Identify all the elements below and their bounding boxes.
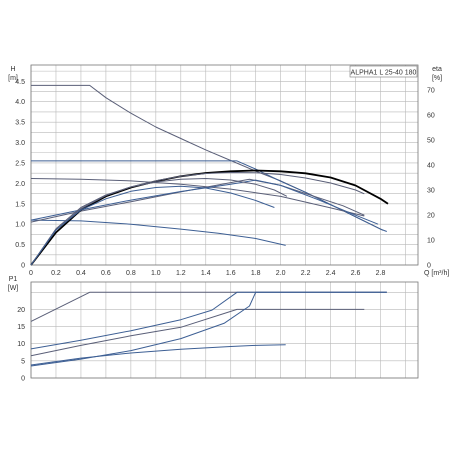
title-text: ALPHA1 L 25-40 180 — [351, 70, 417, 77]
y-tick-label: 1.5 — [15, 201, 25, 208]
curve-4 — [30, 291, 387, 367]
y2-axis-label: eta — [432, 66, 442, 73]
curve-3 — [30, 178, 365, 217]
p1-tick-label: 10 — [17, 341, 25, 348]
chart-title: ALPHA1 L 25-40 180 — [349, 65, 418, 78]
p1-tick-label: 20 — [17, 307, 25, 314]
x-tick-label: 2.0 — [276, 270, 286, 277]
lower-grid — [30, 281, 419, 379]
y-axis-label: H — [10, 66, 15, 73]
y-tick-label: 2.0 — [15, 181, 25, 188]
x-tick-label: 1.6 — [226, 270, 236, 277]
p1-tick-label: 15 — [17, 324, 25, 331]
y2-tick-label: 0 — [427, 263, 431, 270]
y2-tick-label: 50 — [427, 138, 435, 145]
y2-tick-label: 60 — [427, 113, 435, 120]
x-tick-label: 0.6 — [101, 270, 111, 277]
p1-tick-label: 5 — [21, 358, 25, 365]
y-tick-label: 0 — [21, 263, 25, 270]
x-tick-label: 2.2 — [301, 270, 311, 277]
y2-tick-label: 30 — [427, 188, 435, 195]
y-tick-label: 0.5 — [15, 242, 25, 249]
curve-4 — [30, 219, 286, 246]
y-tick-label: 4.5 — [15, 79, 25, 86]
curve-2 — [30, 291, 387, 350]
x-tick-label: 0.8 — [126, 270, 136, 277]
p1-tick-label: 0 — [21, 376, 25, 383]
y2-tick-label: 10 — [427, 238, 435, 245]
title-box — [349, 65, 418, 78]
p1-axis-label: P1 — [9, 276, 18, 283]
y-tick-label: 3.5 — [15, 120, 25, 127]
y-tick-label: 4.0 — [15, 99, 25, 106]
curve-2 — [31, 160, 387, 232]
plot-frame — [30, 64, 419, 266]
p1-axis-unit: [W] — [8, 285, 19, 292]
x-axis-unit: Q [m³/h] — [424, 270, 449, 277]
x-tick-label: 1.4 — [201, 270, 211, 277]
curve-3 — [30, 308, 365, 357]
x-tick-label: 1.0 — [151, 270, 161, 277]
y2-tick-label: 20 — [427, 213, 435, 220]
y-axis-unit: [m] — [8, 75, 18, 82]
upper-grid — [30, 64, 419, 266]
x-tick-label: 2.8 — [376, 270, 386, 277]
y-tick-label: 3.0 — [15, 140, 25, 147]
y2-axis-unit: [%] — [432, 75, 442, 82]
y-tick-label: 2.5 — [15, 160, 25, 167]
efficiency-curve-9 — [30, 178, 288, 266]
efficiency-curve-8 — [30, 172, 365, 266]
y2-tick-label: 70 — [427, 88, 435, 95]
curve-5 — [30, 344, 286, 366]
x-tick-label: 0.4 — [76, 270, 86, 277]
efficiency-curve-7 — [30, 169, 389, 266]
y-tick-label: 1.0 — [15, 222, 25, 229]
x-tick-label: 1.8 — [251, 270, 261, 277]
curve-1 — [30, 291, 387, 322]
x-tick-label: 2.4 — [326, 270, 336, 277]
lower-series — [30, 291, 387, 367]
x-tick-label: 0 — [29, 270, 33, 277]
y2-tick-label: 40 — [427, 163, 435, 170]
x-tick-label: 1.2 — [176, 270, 186, 277]
upper-series — [30, 84, 389, 266]
curve-5 — [30, 178, 365, 223]
plot-frame — [30, 281, 419, 379]
x-tick-label: 2.6 — [351, 270, 361, 277]
efficiency-curve-10 — [30, 185, 275, 266]
x-tick-label: 0.2 — [51, 270, 61, 277]
